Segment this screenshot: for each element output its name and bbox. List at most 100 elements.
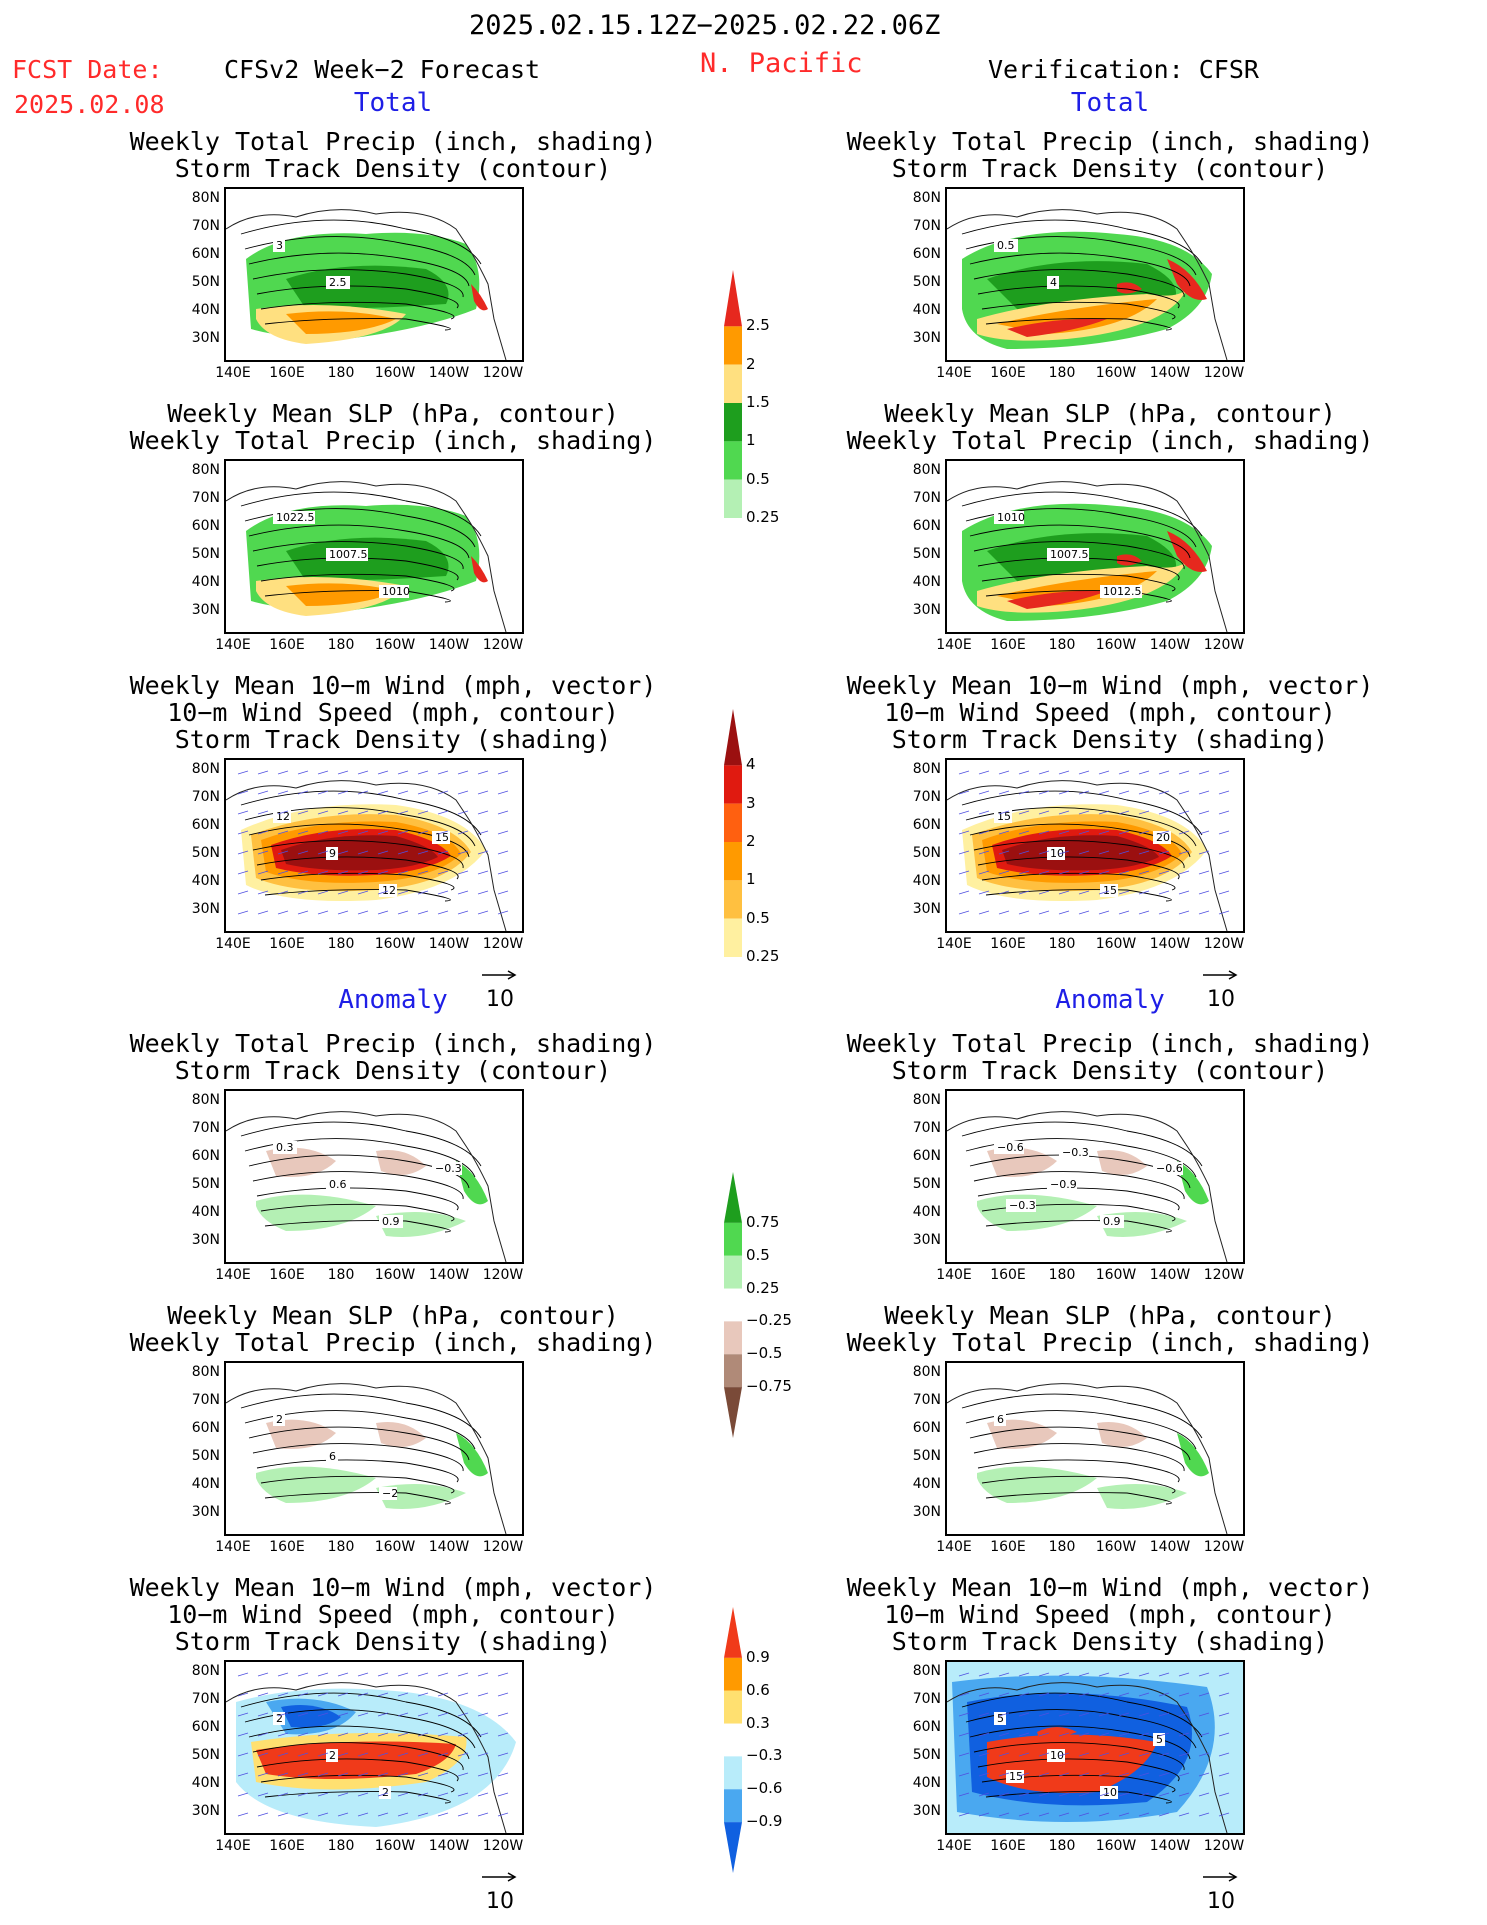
- contour-label: 0.9: [382, 1215, 400, 1228]
- map-vf-total-slp: 1010 1007.5 1012.5: [945, 459, 1245, 634]
- lat-tick-label: 30N: [191, 601, 220, 618]
- wind-vector: [417, 890, 429, 895]
- contour-label-bg: [1047, 1178, 1077, 1191]
- lon-tick-label: 160E: [269, 1267, 305, 1283]
- wind-vector: [297, 790, 309, 795]
- coastline: [226, 780, 507, 931]
- wind-vector: [1178, 1692, 1190, 1697]
- wind-vector: [357, 910, 369, 915]
- contour-label-bg: [326, 1178, 350, 1191]
- shading-region: [1007, 590, 1107, 609]
- wind-vector: [1218, 770, 1230, 775]
- lat-tick-label: 50N: [191, 1746, 220, 1763]
- contour-label-bg: [326, 847, 338, 860]
- shading-region: [456, 1433, 488, 1477]
- wind-vector: [1158, 870, 1170, 875]
- wind-vector: [317, 770, 329, 775]
- wind-vector: [337, 890, 349, 895]
- lat-tick-label: 80N: [912, 461, 941, 478]
- wind-vector: [417, 770, 429, 775]
- wind-vector: [1158, 810, 1170, 815]
- contour-line: [252, 1742, 464, 1771]
- lat-tick-label: 40N: [191, 1774, 220, 1791]
- lon-tick-label: 140W: [428, 1267, 470, 1283]
- wind-vector: [457, 1732, 469, 1737]
- wind-vector: [1118, 810, 1130, 815]
- wind-vector: [317, 1712, 329, 1717]
- wind-vector: [998, 1772, 1010, 1777]
- wind-vector: [357, 770, 369, 775]
- colorbar-label: 0.25: [746, 1278, 780, 1297]
- wind-vector: [1098, 1772, 1110, 1777]
- lon-tick-label: 140E: [215, 936, 251, 952]
- wind-vector: [1178, 850, 1190, 855]
- wind-vector: [257, 910, 269, 915]
- wind-vector: [1198, 830, 1210, 835]
- wind-vector: [437, 870, 449, 875]
- wind-vector: [337, 810, 349, 815]
- wind-vector: [377, 1712, 389, 1717]
- wind-vector: [1138, 890, 1150, 895]
- colorbar-label: 0.25: [746, 508, 780, 526]
- wind-vector: [437, 790, 449, 795]
- lon-tick-label: 140W: [1149, 1267, 1191, 1283]
- wind-vector: [1198, 1792, 1210, 1797]
- contour-line: [240, 1121, 482, 1167]
- wind-vector: [1098, 830, 1110, 835]
- colorbar-swatch: [724, 842, 742, 881]
- lat-tick-label: 30N: [191, 900, 220, 917]
- lat-tick-label: 40N: [912, 301, 941, 318]
- contour-line: [985, 889, 1172, 902]
- wind-vector: [357, 1692, 369, 1697]
- wind-vector: [958, 1772, 970, 1777]
- wind-vector: [1038, 810, 1050, 815]
- wind-vector: [1078, 1772, 1090, 1777]
- wind-vector: [357, 790, 369, 795]
- wind-vector: [237, 910, 249, 915]
- lat-tick-label: 80N: [191, 760, 220, 777]
- colorbar-label: 1: [746, 431, 756, 450]
- contour-label-bg: [326, 1749, 338, 1762]
- contour-line: [248, 1725, 470, 1760]
- wind-vector: [417, 1772, 429, 1777]
- wind-vector: [497, 850, 509, 855]
- lon-tick-label: 160E: [269, 365, 305, 381]
- contour-line: [264, 1791, 451, 1804]
- wind-vector: [437, 1712, 449, 1717]
- panel-title-vf-total-precip: Weekly Total Precip (inch, shading) Storm…: [846, 127, 1374, 183]
- colorbar-label: 2.5: [746, 316, 770, 335]
- colorbar-svg: [724, 709, 742, 957]
- wind-vector: [297, 870, 309, 875]
- wind-vector: [1218, 830, 1230, 835]
- coastline: [226, 209, 507, 360]
- lat-tick-label: 70N: [912, 1119, 941, 1136]
- panel-title-fc-anom-precip: Weekly Total Precip (inch, shading) Storm…: [129, 1029, 657, 1085]
- wind-vector: [1038, 870, 1050, 875]
- vector-ref-fc-total: 10: [480, 962, 520, 1012]
- map-canvas: 6: [947, 1383, 1228, 1534]
- wind-vector: [1138, 1672, 1150, 1677]
- contour-line: [256, 1459, 459, 1483]
- contour-label: 3: [276, 239, 283, 252]
- contour-line: [973, 1443, 1185, 1472]
- wind-vector: [1038, 1752, 1050, 1757]
- wind-vector: [1078, 790, 1090, 795]
- panel-title-fc-total-precip: Weekly Total Precip (inch, shading) Storm…: [129, 127, 657, 183]
- contour-line: [248, 524, 470, 559]
- wind-vector: [437, 830, 449, 835]
- contour-line: [985, 1492, 1172, 1505]
- wind-vector: [497, 1732, 509, 1737]
- lon-tick-label: 160E: [990, 1838, 1026, 1854]
- wind-vector: [457, 1712, 469, 1717]
- contour-label-bg: [994, 1141, 1024, 1154]
- wind-vector: [1118, 1732, 1130, 1737]
- wind-vector: [477, 870, 489, 875]
- wind-vector: [337, 790, 349, 795]
- map-vf-anom-precip: −0.6 −0.9 0.9 −0.6 −0.3 −0.3: [945, 1089, 1245, 1264]
- lat-tick-label: 50N: [912, 1175, 941, 1192]
- lon-tick-label: 180: [1048, 1267, 1076, 1283]
- wind-vector: [998, 910, 1010, 915]
- wind-vector: [1018, 870, 1030, 875]
- lon-tick-label: 140W: [428, 1838, 470, 1854]
- lat-tick-label: 40N: [191, 573, 220, 590]
